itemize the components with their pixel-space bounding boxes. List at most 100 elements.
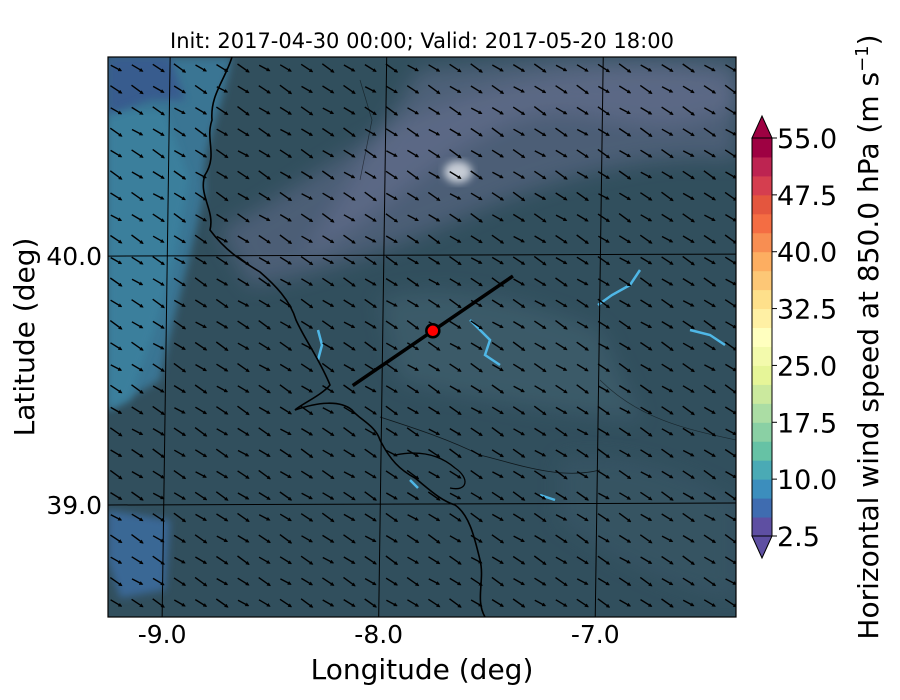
- wind-arrow: [682, 342, 695, 350]
- wind-arrow: [513, 128, 525, 136]
- wind-arrow: [173, 63, 187, 73]
- wind-arrow: [534, 85, 547, 94]
- wind-arrow: [724, 191, 736, 201]
- wind-arrow: [639, 534, 653, 544]
- wind-arrow: [322, 257, 335, 264]
- wind-arrow: [428, 299, 441, 308]
- wind-arrow: [258, 256, 271, 265]
- wind-arrow: [682, 192, 695, 201]
- wind-arrow: [555, 149, 568, 158]
- wind-arrow: [491, 384, 505, 394]
- wind-arrow: [194, 427, 208, 437]
- colorbar-bin: [752, 251, 772, 272]
- wind-arrow: [237, 534, 250, 543]
- coastal-wind-band: [108, 110, 190, 410]
- contour-blue-3: [597, 269, 642, 307]
- wind-arrow: [131, 534, 144, 544]
- wind-arrow: [131, 213, 144, 222]
- wind-arrow: [322, 299, 335, 308]
- y-axis-ticks: 40.0 39.0: [46, 242, 102, 520]
- wind-arrow: [618, 127, 632, 137]
- wind-arrow: [110, 449, 123, 458]
- wind-arrow: [661, 213, 674, 222]
- wind-arrow: [195, 556, 208, 565]
- wind-arrow: [300, 598, 314, 608]
- wind-arrow: [639, 427, 653, 437]
- wind-arrow: [364, 448, 377, 458]
- wind-arrow: [491, 341, 505, 351]
- wind-arrow: [195, 256, 208, 265]
- wind-arrow: [682, 405, 695, 416]
- wind-arrow: [661, 428, 674, 436]
- wind-arrow: [258, 127, 271, 137]
- wind-arrow: [279, 406, 292, 415]
- wind-arrow: [512, 598, 526, 608]
- wind-arrow: [470, 235, 483, 244]
- wind-arrow: [194, 534, 208, 544]
- colorbar-tick-label: 2.5: [777, 522, 820, 553]
- wind-arrow: [343, 427, 356, 437]
- wind-arrow: [491, 84, 505, 94]
- wind-arrow: [428, 106, 441, 115]
- wind-arrow: [216, 428, 229, 436]
- wind-arrow: [279, 234, 293, 244]
- wind-arrow: [258, 299, 271, 308]
- wind-arrow: [725, 128, 736, 136]
- wind-arrow: [279, 256, 292, 265]
- wind-arrow: [724, 534, 736, 544]
- wind-arrow: [407, 599, 420, 607]
- wind-arrow: [237, 342, 250, 350]
- wind-arrow: [512, 64, 526, 72]
- wind-arrow: [279, 64, 292, 72]
- wind-arrow: [682, 300, 695, 307]
- colorbar-bin: [752, 346, 772, 366]
- wind-arrow: [364, 171, 377, 179]
- wind-arrow: [152, 385, 165, 393]
- wind-arrow: [449, 128, 462, 137]
- wind-arrow: [194, 384, 208, 394]
- wind-arrow: [237, 170, 250, 180]
- wind-arrow: [534, 128, 547, 137]
- wind-arrow: [618, 277, 632, 287]
- wind-arrow: [703, 599, 716, 607]
- wind-arrow: [385, 85, 398, 94]
- wind-arrow: [449, 448, 462, 458]
- wind-arrow: [640, 556, 653, 565]
- wind-arrow: [280, 278, 292, 286]
- wind-arrow: [300, 470, 314, 479]
- wind-arrow: [215, 598, 229, 608]
- terrain-contour-2: [599, 379, 736, 441]
- wind-arrow: [703, 449, 716, 458]
- wind-arrow: [640, 64, 653, 72]
- wind-arrow: [173, 342, 186, 351]
- y-tick-label: 40.0: [46, 242, 102, 271]
- wind-arrow: [364, 555, 377, 565]
- wind-arrow: [427, 84, 441, 95]
- wind-arrow: [258, 170, 271, 180]
- wind-arrow: [237, 385, 250, 393]
- wind-arrow: [618, 470, 632, 480]
- wind-arrow: [301, 278, 314, 286]
- wind-arrow: [555, 492, 568, 500]
- wind-arrow: [173, 127, 187, 137]
- wind-arrow: [619, 407, 631, 414]
- wind-arrow: [301, 535, 313, 543]
- wind-arrow: [682, 255, 695, 266]
- wind-arrow: [661, 555, 674, 565]
- wind-arrow: [301, 427, 314, 436]
- wind-arrow: [110, 85, 123, 94]
- wind-arrow: [110, 406, 123, 415]
- colorbar-label-superscript: −1: [852, 45, 873, 72]
- wind-arrow: [491, 449, 504, 458]
- wind-arrow: [597, 213, 611, 223]
- wind-arrow: [661, 278, 674, 286]
- wind-arrow: [406, 170, 420, 180]
- wind-arrow: [343, 384, 356, 394]
- wind-arrow: [258, 406, 271, 415]
- wind-arrow: [110, 599, 123, 607]
- wind-arrow: [428, 363, 441, 372]
- wind-arrow: [640, 214, 653, 222]
- wind-arrow: [386, 300, 398, 307]
- wind-arrow: [237, 213, 250, 223]
- wind-arrow: [682, 385, 695, 393]
